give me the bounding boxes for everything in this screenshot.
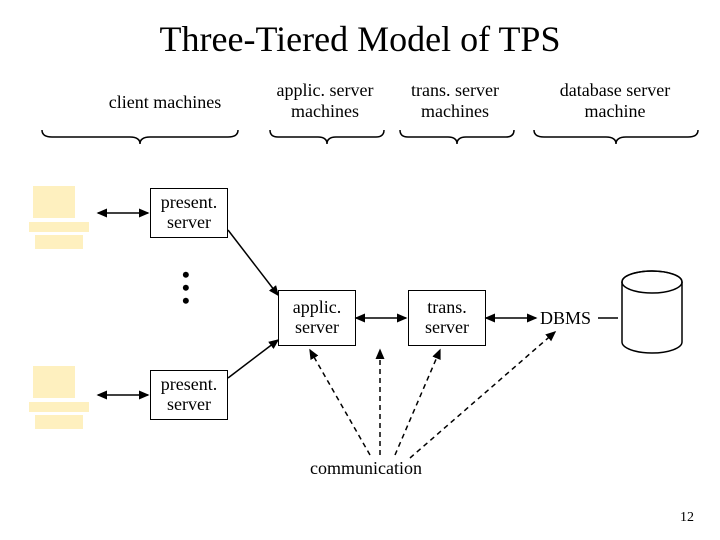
box-applic: applic. server <box>278 290 356 346</box>
tier-label-trans-l1: trans. server <box>411 80 499 100</box>
tier-label-db-l1: database server <box>560 80 670 100</box>
box-trans-l1: trans. <box>427 298 467 318</box>
ellipsis-dots: ••• <box>182 268 190 308</box>
box-present-bot-l1: present. <box>161 375 217 395</box>
tier-label-applic: applic. server machines <box>258 80 392 121</box>
tier-label-client: client machines <box>90 92 240 113</box>
box-present-bot: present. server <box>150 370 228 420</box>
tier-label-trans-l2: machines <box>421 101 489 121</box>
brace-applic <box>268 128 386 146</box>
tier-label-applic-l2: machines <box>291 101 359 121</box>
box-present-bot-l2: server <box>167 395 211 415</box>
tier-label-client-l1: client machines <box>109 92 221 112</box>
tier-label-applic-l1: applic. server <box>277 80 374 100</box>
box-present-top-l1: present. <box>161 193 217 213</box>
box-applic-l1: applic. <box>293 298 341 318</box>
box-trans: trans. server <box>408 290 486 346</box>
box-applic-l2: server <box>295 318 339 338</box>
client-computer-icon-bottom <box>25 360 95 430</box>
brace-db <box>532 128 700 146</box>
slide-title: Three-Tiered Model of TPS <box>0 18 720 60</box>
tier-label-db-l2: machine <box>585 101 646 121</box>
box-present-top: present. server <box>150 188 228 238</box>
slide-number: 12 <box>680 510 694 526</box>
box-present-top-l2: server <box>167 213 211 233</box>
dbms-label: DBMS <box>540 308 591 329</box>
tier-label-trans: trans. server machines <box>390 80 520 121</box>
communication-label: communication <box>310 458 422 479</box>
client-computer-icon-top <box>25 180 95 250</box>
database-cylinder-icon <box>620 270 684 361</box>
box-trans-l2: server <box>425 318 469 338</box>
brace-trans <box>398 128 516 146</box>
tier-label-db: database server machine <box>530 80 700 121</box>
brace-client <box>40 128 240 146</box>
